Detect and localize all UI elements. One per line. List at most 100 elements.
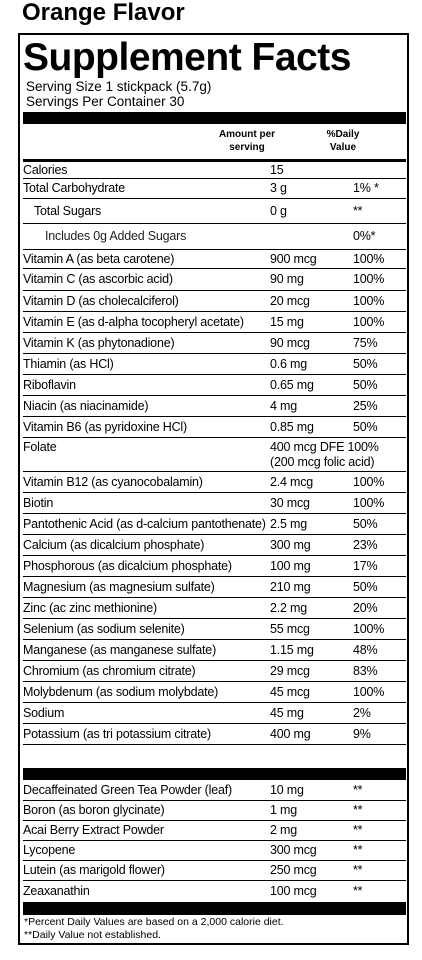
nutrient-name: Folate: [23, 440, 57, 454]
table-row: Pantothenic Acid (as d-calcium pantothen…: [23, 514, 406, 535]
nutrient-name: Vitamin B6 (as pyridoxine HCl): [23, 420, 187, 434]
nutrient-daily-value: 1% *: [353, 181, 379, 195]
footnote-not-established: **Daily Value not established.: [24, 929, 161, 941]
table-row: Manganese (as manganese sulfate) 1.15 mg 4…: [23, 640, 406, 661]
nutrient-amount: 4 mg: [270, 399, 297, 413]
nutrient-daily-value: 50%: [353, 517, 378, 531]
nutrient-amount: 90 mcg: [270, 336, 310, 350]
table-row: Calcium (as dicalcium phosphate) 300 mg 23…: [23, 535, 406, 556]
table-row: Total Carbohydrate 3 g 1% *: [23, 179, 406, 199]
nutrient-daily-value: 50%: [353, 357, 378, 371]
table-row: Biotin 30 mcg 100%: [23, 493, 406, 514]
nutrient-amount: 55 mcg: [270, 622, 310, 636]
nutrient-daily-value: 100%: [353, 294, 385, 308]
nutrient-amount: 45 mg: [270, 706, 304, 720]
table-row: Zeaxanathin 100 mcg **: [23, 881, 406, 903]
nutrient-name: Pantothenic Acid (as d-calcium pantothen…: [23, 517, 266, 531]
nutrient-amount: 300 mg: [270, 538, 311, 552]
nutrient-daily-value: 50%: [353, 420, 378, 434]
nutrient-name: Calcium (as dicalcium phosphate): [23, 538, 205, 552]
nutrient-daily-value: 50%: [353, 580, 378, 594]
nutrient-name: Sodium: [23, 706, 65, 720]
nutrient-name: Chromium (as chromium citrate): [23, 664, 196, 678]
nutrient-amount: 2.2 mg: [270, 601, 308, 615]
nutrient-name: Vitamin K (as phytonadione): [23, 336, 175, 350]
nutrient-name: Vitamin C (as ascorbic acid): [23, 272, 173, 286]
footnote-daily-value: *Percent Daily Values are based on a 2,0…: [24, 916, 284, 928]
nutrient-daily-value: 17%: [353, 559, 378, 573]
nutrient-amount: 0 g: [270, 204, 287, 218]
nutrient-daily-value: 23%: [353, 538, 378, 552]
nutrient-amount: 0.6 mg: [270, 357, 308, 371]
nutrient-daily-value: 100%: [353, 685, 385, 699]
nutrient-name: Total Carbohydrate: [23, 181, 126, 195]
nutrient-daily-value: **: [353, 204, 363, 218]
panel-title: Supplement Facts: [23, 36, 351, 79]
nutrient-daily-value: 20%: [353, 601, 378, 615]
nutrient-name: Potassium (as tri potassium citrate): [23, 727, 211, 741]
nutrient-name: Riboflavin: [23, 378, 76, 392]
nutrient-amount-detail: (200 mcg folic acid): [270, 455, 375, 469]
header-rule: [23, 159, 406, 162]
table-row: Magnesium (as magnesium sulfate) 210 mg 50…: [23, 577, 406, 598]
nutrient-amount: 210 mg: [270, 580, 311, 594]
table-row: Vitamin K (as phytonadione) 90 mcg 75%: [23, 333, 406, 354]
nutrient-name: Manganese (as manganese sulfate): [23, 643, 217, 657]
table-row: Niacin (as niacinamide) 4 mg 25%: [23, 396, 406, 417]
nutrient-daily-value: **: [353, 783, 363, 797]
nutrient-daily-value: 9%: [353, 727, 371, 741]
table-row: Zinc (ac zinc methionine) 2.2 mg 20%: [23, 598, 406, 619]
nutrient-daily-value: **: [353, 803, 363, 817]
table-row: Sodium 45 mg 2%: [23, 703, 406, 724]
nutrient-name: Decaffeinated Green Tea Powder (leaf): [23, 783, 232, 797]
nutrient-daily-value: **: [353, 823, 363, 837]
table-row: Chromium (as chromium citrate) 29 mcg 83%: [23, 661, 406, 682]
table-row: Phosphorous (as dicalcium phosphate) 100 …: [23, 556, 406, 577]
nutrient-daily-value: 100%: [353, 622, 385, 636]
amount-column-header: Amount per serving: [218, 129, 276, 153]
table-row: Calories 15: [23, 162, 406, 179]
nutrient-amount: 45 mcg: [270, 685, 310, 699]
nutrient-name: Total Sugars: [34, 204, 102, 218]
nutrient-name: Thiamin (as HCl): [23, 357, 114, 371]
table-row: Molybdenum (as sodium molybdate) 45 mcg 10…: [23, 682, 406, 703]
thick-divider: [23, 768, 406, 780]
serving-size: Serving Size 1 stickpack (5.7g): [26, 79, 212, 94]
nutrient-amount: 900 mcg: [270, 252, 317, 266]
nutrient-daily-value: **: [353, 884, 363, 898]
nutrient-name: Lutein (as marigold flower): [23, 863, 165, 877]
nutrient-amount: 2 mg: [270, 823, 297, 837]
nutrient-daily-value: 2%: [353, 706, 371, 720]
nutrient-daily-value: **: [353, 863, 363, 877]
nutrient-name: Vitamin B12 (as cyanocobalamin): [23, 475, 203, 489]
nutrient-daily-value: 25%: [353, 399, 378, 413]
nutrient-amount: 100 mcg: [270, 884, 317, 898]
nutrient-amount: 15: [270, 163, 284, 177]
nutrient-daily-value: 100%: [353, 496, 385, 510]
nutrient-amount: 100 mg: [270, 559, 311, 573]
table-row: Vitamin E (as d-alpha tocopheryl acetate…: [23, 312, 406, 333]
table-row: Folate 400 mcg DFE 100% (200 mcg folic aci…: [23, 438, 406, 472]
table-row: Vitamin C (as ascorbic acid) 90 mg 100%: [23, 269, 406, 291]
table-row: Riboflavin 0.65 mg 50%: [23, 375, 406, 396]
table-row: Potassium (as tri potassium citrate) 400 …: [23, 724, 406, 745]
nutrient-amount: 15 mg: [270, 315, 304, 329]
nutrient-amount: 2.4 mcg: [270, 475, 314, 489]
nutrient-daily-value: 100%: [353, 272, 385, 286]
table-row: Vitamin B12 (as cyanocobalamin) 2.4 mcg 10…: [23, 472, 406, 493]
nutrient-amount: 0.85 mg: [270, 420, 314, 434]
nutrient-name: Zeaxanathin: [23, 884, 90, 898]
nutrient-name: Lycopene: [23, 843, 76, 857]
table-row: Selenium (as sodium selenite) 55 mcg 100%: [23, 619, 406, 640]
table-row: Includes 0g Added Sugars 0%*: [23, 224, 406, 250]
nutrient-name: Vitamin A (as beta carotene): [23, 252, 175, 266]
nutrient-amount: 1.15 mg: [270, 643, 314, 657]
nutrient-amount: 3 g: [270, 181, 287, 195]
nutrient-daily-value: 100%: [353, 475, 385, 489]
nutrient-daily-value: 50%: [353, 378, 378, 392]
nutrient-name: Boron (as boron glycinate): [23, 803, 165, 817]
nutrient-amount: 0.65 mg: [270, 378, 314, 392]
thick-divider: [23, 112, 406, 124]
nutrient-daily-value: 100%: [353, 315, 385, 329]
nutrient-amount: 10 mg: [270, 783, 304, 797]
